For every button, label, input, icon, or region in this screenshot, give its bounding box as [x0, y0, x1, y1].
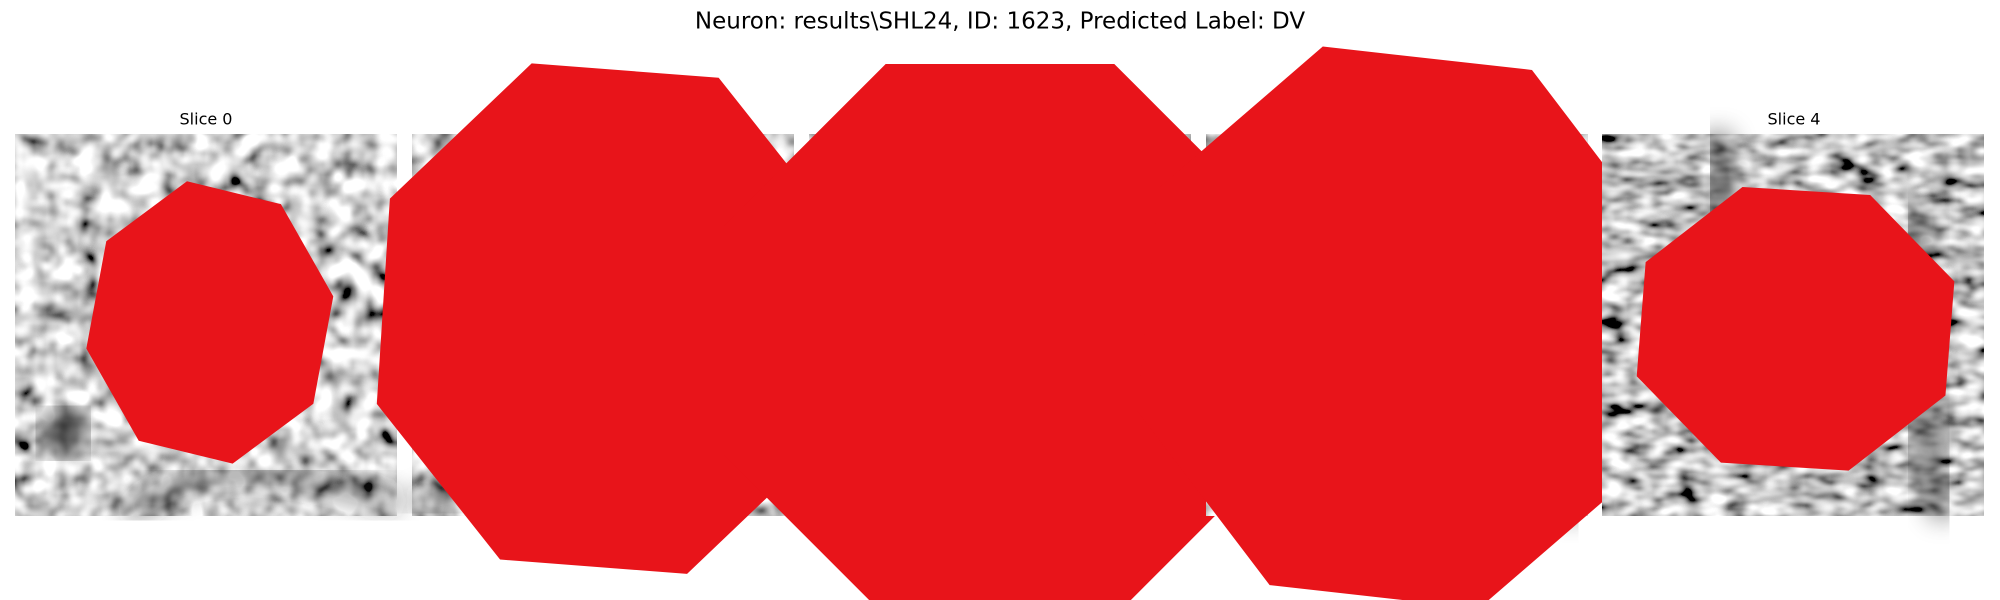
image-panel [15, 134, 400, 523]
panel-title: Slice 0 [180, 110, 233, 129]
contour [507, 206, 712, 431]
figure-title: Neuron: results\SHL24, ID: 1623, Predict… [695, 9, 1305, 35]
contour [1282, 201, 1519, 453]
image-panel [809, 134, 1191, 516]
image-panel [1206, 134, 1588, 516]
panel-title: Slice 4 [1768, 110, 1821, 129]
contour [1726, 266, 1866, 391]
image-panel [1602, 133, 1984, 520]
contour [151, 256, 268, 389]
contour [883, 223, 1117, 457]
